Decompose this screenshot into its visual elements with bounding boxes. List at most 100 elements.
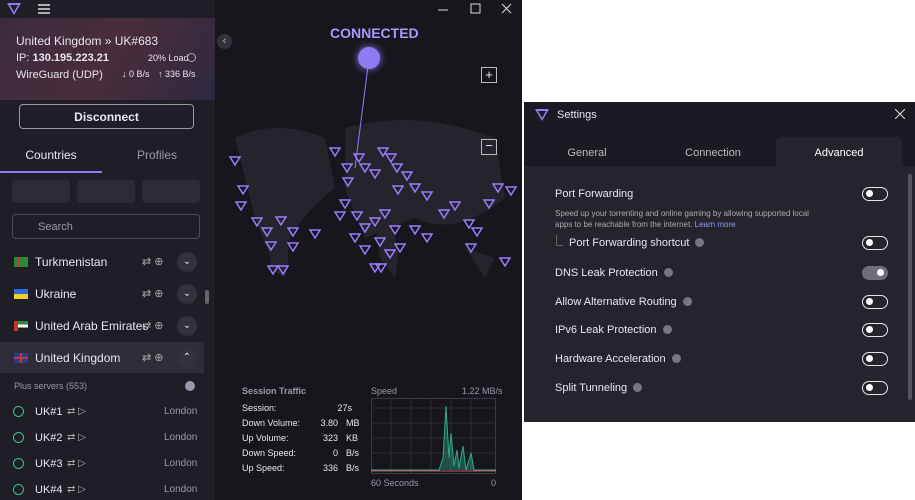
server-marker[interactable] [393,243,407,254]
server-marker[interactable] [234,201,248,212]
info-icon[interactable] [663,268,673,277]
server-marker[interactable] [368,263,382,274]
toggle[interactable] [862,266,888,280]
server-marker[interactable] [391,185,405,196]
server-marker[interactable] [358,163,372,174]
expand-button[interactable]: ⌄ [177,252,197,272]
settings-tab[interactable]: Advanced [814,147,864,159]
server-marker[interactable] [260,227,274,238]
info-icon[interactable] [633,383,643,392]
server-name[interactable]: UK#2 [35,432,63,444]
server-marker[interactable] [348,233,362,244]
country-name[interactable]: Turkmenistan [35,255,108,269]
info-icon[interactable] [695,238,705,247]
option-label: IPv6 Leak Protection [555,324,672,336]
toggle[interactable] [862,381,888,395]
server-marker[interactable] [266,265,280,276]
server-marker[interactable] [390,163,404,174]
server-marker[interactable] [373,237,387,248]
zoom-out[interactable]: − [481,139,497,155]
toggle[interactable] [862,236,888,250]
scrollbar[interactable] [908,174,912,400]
server-marker[interactable] [408,225,422,236]
server-marker[interactable] [448,201,462,212]
server-marker[interactable] [491,183,505,194]
server-marker[interactable] [498,257,512,268]
server-marker[interactable] [308,229,322,240]
server-marker[interactable] [420,191,434,202]
server-marker[interactable] [482,199,496,210]
server-marker[interactable] [358,245,372,256]
server-marker[interactable] [328,147,342,158]
server-marker[interactable] [333,211,347,222]
window-controls[interactable] [436,2,516,16]
country-name[interactable]: United Kingdom [35,351,121,365]
server-marker[interactable] [400,171,414,182]
toggle[interactable] [862,323,888,337]
server-marker[interactable] [462,219,476,230]
server-marker[interactable] [338,199,352,210]
server-marker[interactable] [368,217,382,228]
learn-more-link[interactable]: Learn more [694,220,736,229]
search-box[interactable] [12,214,200,239]
zoom-in[interactable]: + [481,67,497,83]
toggle[interactable] [862,187,888,201]
server-marker[interactable] [374,263,388,274]
toggle[interactable] [862,352,888,366]
filter-button[interactable] [77,180,135,203]
expand-button[interactable]: ⌄ [177,316,197,336]
tab[interactable]: Countries [25,148,77,162]
scrollbar[interactable] [205,290,209,304]
server-marker[interactable] [437,209,451,220]
server-marker[interactable] [276,265,290,276]
server-marker[interactable] [352,153,366,164]
server-marker[interactable] [340,163,354,174]
collapse-button[interactable]: ‹ [217,34,232,49]
server-marker[interactable] [368,169,382,180]
server-name[interactable]: UK#1 [35,406,63,418]
toggle[interactable] [862,295,888,309]
info-icon[interactable] [671,354,681,363]
expand-button[interactable]: ⌄ [177,284,197,304]
menu-button[interactable] [37,3,51,15]
server-name[interactable]: UK#3 [35,458,63,470]
server-marker[interactable] [350,211,364,222]
settings-tab[interactable]: Connection [685,147,741,159]
server-marker[interactable] [408,183,422,194]
info-icon[interactable] [662,325,672,334]
indent [556,235,563,246]
server-marker[interactable] [250,217,264,228]
server-marker[interactable] [358,223,372,234]
close-button[interactable] [895,109,905,119]
server-marker[interactable] [274,216,288,227]
server-marker[interactable] [376,147,390,158]
country-name[interactable]: Ukraine [35,287,77,301]
info-icon[interactable] [682,297,692,306]
tab-bg [650,137,776,166]
country-name[interactable]: United Arab Emirates [35,319,149,333]
server-marker[interactable] [420,233,434,244]
server-marker[interactable] [384,153,398,164]
server-marker[interactable] [228,156,242,167]
disconnect-button[interactable]: Disconnect [19,104,194,129]
server-marker[interactable] [378,209,392,220]
filter-button[interactable] [12,180,70,203]
server-marker[interactable] [470,227,484,238]
tab[interactable]: Profiles [136,148,177,162]
x-start: 60 Seconds [371,478,419,488]
settings-tab[interactable]: General [567,147,607,159]
expand-button[interactable]: ⌃ [177,348,197,368]
server-marker[interactable] [383,249,397,260]
server-marker[interactable] [504,186,518,197]
home-marker[interactable] [358,47,380,69]
server-name[interactable]: UK#4 [35,484,63,496]
filter-button[interactable] [142,180,200,203]
server-marker[interactable] [464,243,478,254]
server-marker[interactable] [236,185,250,196]
server-marker[interactable] [264,241,278,252]
server-marker[interactable] [341,177,355,188]
server-marker[interactable] [388,225,402,236]
server-marker[interactable] [286,227,300,238]
server-marker[interactable] [286,242,300,253]
info-icon[interactable] [185,381,195,391]
